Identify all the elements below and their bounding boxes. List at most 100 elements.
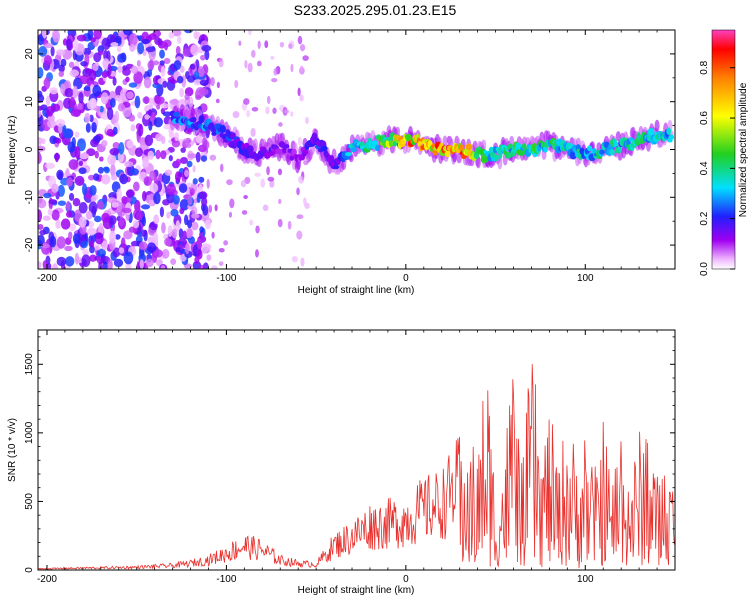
noise-blob (198, 87, 209, 96)
noise-blob (55, 137, 62, 144)
noise-blob (78, 167, 87, 175)
top-y-tick-label: -20 (24, 237, 35, 252)
noise-blob (299, 44, 306, 52)
noise-blob (232, 111, 240, 119)
noise-blob (120, 237, 126, 251)
ridge-blob (269, 150, 275, 156)
top-x-axis-label: Height of straight line (km) (298, 285, 415, 296)
noise-blob (68, 61, 75, 68)
noise-blob (38, 145, 46, 152)
noise-blob (101, 37, 111, 50)
noise-blob (278, 198, 282, 205)
ridge-halo (654, 119, 660, 133)
noise-blob (179, 88, 184, 98)
top-x-tick-label: -200 (37, 273, 57, 284)
noise-blob (193, 70, 200, 78)
ridge-blob (458, 144, 465, 152)
noise-blob (247, 62, 253, 73)
noise-blob (147, 60, 155, 70)
noise-blob (175, 45, 181, 56)
noise-blob (194, 256, 200, 265)
noise-blob (69, 96, 76, 110)
noise-blob (161, 248, 170, 259)
noise-blob (138, 241, 148, 251)
noise-blob (182, 138, 190, 148)
noise-blob (84, 112, 91, 124)
noise-blob (159, 60, 165, 66)
noise-blob (143, 76, 152, 89)
noise-blob (161, 222, 166, 234)
noise-blob (125, 189, 134, 198)
bottom-x-tick-label: -100 (216, 574, 236, 585)
noise-blob (183, 214, 189, 226)
ridge-blob (609, 148, 615, 156)
noise-blob (257, 40, 261, 50)
noise-blob (143, 176, 152, 187)
noise-blob (70, 109, 81, 117)
noise-blob (228, 211, 233, 218)
noise-blob (299, 65, 304, 72)
noise-blob (68, 231, 73, 240)
noise-blob (101, 240, 108, 251)
ridge-blob (617, 146, 622, 153)
noise-blob (66, 177, 73, 187)
noise-blob (248, 30, 252, 36)
noise-blob (265, 106, 270, 115)
noise-blob (171, 228, 178, 239)
noise-blob (115, 94, 121, 102)
top-y-axis-label: Frequency (Hz) (7, 116, 18, 185)
noise-blob (283, 109, 290, 114)
noise-blob (199, 264, 206, 269)
noise-blob (134, 147, 144, 157)
noise-blob (93, 244, 101, 251)
noise-blob (129, 33, 138, 47)
noise-blob (184, 243, 190, 255)
noise-blob (156, 96, 165, 105)
noise-blob (88, 201, 98, 214)
noise-blob (90, 239, 95, 248)
noise-blob (125, 76, 130, 83)
noise-blob (218, 57, 224, 68)
noise-blob (93, 52, 102, 63)
ridge-blob (498, 152, 503, 159)
noise-blob (270, 55, 275, 60)
noise-blob (166, 211, 171, 219)
noise-blob (133, 181, 140, 192)
noise-blob (43, 192, 52, 199)
noise-blob (167, 225, 173, 237)
noise-blob (64, 245, 73, 252)
ridge-blob (191, 116, 197, 123)
noise-blob (244, 59, 248, 69)
noise-blob (148, 33, 157, 40)
noise-blob (186, 219, 193, 229)
noise-blob (60, 218, 71, 230)
noise-blob (191, 221, 199, 231)
noise-blob (118, 141, 125, 155)
noise-blob (69, 223, 76, 231)
noise-blob (142, 156, 150, 168)
noise-blob (160, 103, 169, 109)
noise-blob (184, 169, 190, 177)
noise-blob (68, 159, 79, 170)
noise-blob (78, 160, 84, 167)
top-x-tick-label: 0 (403, 273, 409, 284)
noise-blob (64, 87, 74, 98)
noise-blob (111, 201, 119, 208)
noise-blob (206, 178, 210, 189)
noise-blob (45, 162, 55, 169)
noise-blob (123, 251, 134, 265)
ridge-blob (488, 146, 495, 153)
bottom-x-tick-label: 0 (403, 574, 409, 585)
noise-blob (178, 99, 187, 108)
noise-blob (93, 173, 100, 181)
colorbar-tick-label: 0.4 (699, 161, 710, 175)
noise-blob (214, 204, 218, 212)
noise-blob (54, 152, 59, 163)
noise-blob (178, 183, 188, 194)
noise-blob (147, 150, 154, 160)
noise-blob (151, 111, 156, 119)
noise-blob (79, 152, 89, 160)
noise-blob (102, 261, 108, 269)
noise-blob (153, 214, 160, 225)
noise-blob (40, 243, 50, 249)
